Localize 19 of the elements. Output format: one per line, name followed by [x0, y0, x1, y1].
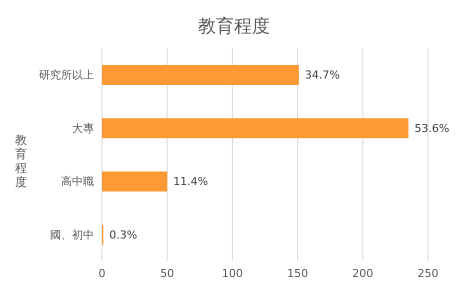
- x-tick-label: 0: [98, 266, 106, 280]
- bar: [102, 118, 408, 138]
- y-axis-title: 教育程度: [14, 133, 28, 189]
- x-tick-label: 100: [222, 266, 243, 280]
- y-tick-label: 高中職: [61, 175, 94, 188]
- chart-title: 教育程度: [197, 15, 271, 38]
- y-tick-label: 大專: [72, 122, 94, 135]
- annotation: 0.3%: [109, 228, 138, 242]
- annotation: 34.7%: [304, 68, 340, 82]
- bar: [102, 172, 168, 192]
- x-tick-label: 250: [418, 266, 438, 280]
- x-tick-label: 200: [352, 266, 374, 280]
- annotation: 53.6%: [414, 122, 450, 135]
- bar: [102, 65, 299, 85]
- annotation: 11.4%: [173, 175, 208, 188]
- y-tick-label: 國、初中: [50, 228, 94, 242]
- x-tick-label: 150: [287, 266, 308, 280]
- y-tick-label: 研究所以上: [39, 68, 94, 82]
- x-tick-label: 50: [160, 266, 174, 280]
